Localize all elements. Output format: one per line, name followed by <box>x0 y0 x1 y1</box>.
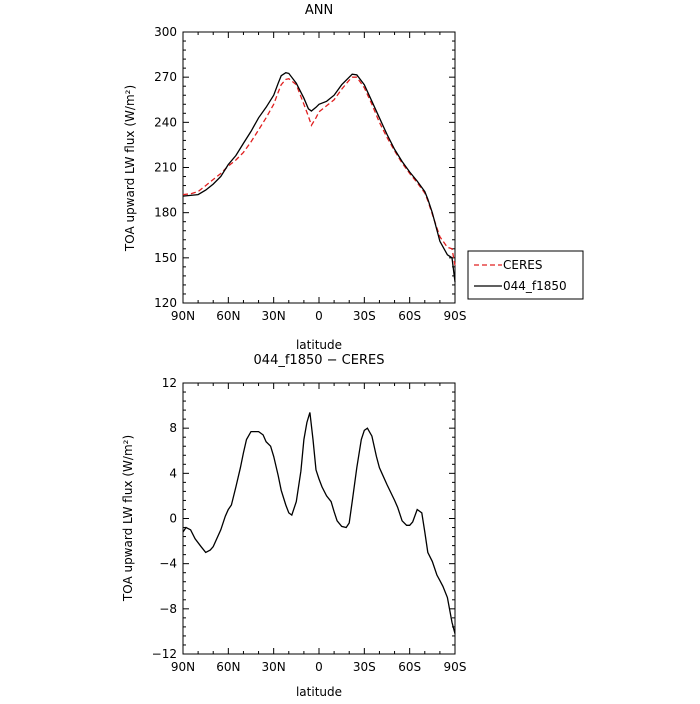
y-tick-label: 12 <box>162 376 177 390</box>
y-tick-label: 240 <box>154 115 177 129</box>
x-tick-label: 0 <box>315 309 323 323</box>
y-tick-label: 120 <box>154 296 177 310</box>
series-lines <box>182 412 456 634</box>
x-tick-label: 0 <box>315 660 323 674</box>
ticks-group: 120 150 180 210 240 270 300 90N 60N 30N 0 30S 60S 90S <box>154 25 466 323</box>
y-tick-label: −12 <box>152 647 177 661</box>
x-tick-label: 90N <box>171 660 195 674</box>
legend-label-044-f1850: 044_f1850 <box>503 279 567 293</box>
y-tick-label: −8 <box>159 602 177 616</box>
chart-title: 044_f1850 − CERES <box>254 353 385 368</box>
x-axis-label: latitude <box>296 685 342 699</box>
y-axis-label: TOA upward LW flux (W/m²) <box>123 85 137 252</box>
series-line-difference <box>182 412 456 634</box>
y-tick-label: 180 <box>154 206 177 220</box>
ticks-group: −12 −8 −4 0 4 8 12 90N 60N 30N 0 30S 60S 90S <box>152 376 467 674</box>
series-line-ceres <box>182 76 456 266</box>
legend-box <box>467 250 584 300</box>
series-lines <box>182 72 456 282</box>
x-tick-label: 60S <box>398 309 421 323</box>
x-tick-label: 60S <box>398 660 421 674</box>
x-tick-label: 30N <box>262 660 286 674</box>
x-tick-label: 60N <box>216 660 240 674</box>
y-tick-label: 4 <box>169 466 177 480</box>
y-tick-label: −4 <box>159 557 177 571</box>
plot-frame <box>182 31 456 304</box>
chart-panel-annual: ANN latitude TOA upward LW flux (W/m²) 1… <box>123 3 584 352</box>
y-tick-label: 0 <box>169 512 177 526</box>
y-tick-label: 150 <box>154 251 177 265</box>
x-tick-label: 90S <box>444 309 467 323</box>
y-tick-label: 270 <box>154 70 177 84</box>
chart-panel-difference: 044_f1850 − CERES latitude TOA upward LW… <box>121 353 466 699</box>
y-axis-label: TOA upward LW flux (W/m²) <box>121 435 135 602</box>
y-tick-label: 8 <box>169 421 177 435</box>
chart-title: ANN <box>305 3 333 18</box>
x-tick-label: 90S <box>444 660 467 674</box>
series-line-044-f1850 <box>182 72 456 282</box>
x-axis-label: latitude <box>296 338 342 352</box>
legend-label-ceres: CERES <box>503 258 543 272</box>
x-tick-label: 30S <box>353 309 376 323</box>
y-tick-label: 300 <box>154 25 177 39</box>
legend: CERES 044_f1850 <box>467 250 584 300</box>
x-tick-label: 30N <box>262 309 286 323</box>
y-tick-label: 210 <box>154 161 177 175</box>
x-tick-label: 30S <box>353 660 376 674</box>
x-tick-label: 60N <box>216 309 240 323</box>
x-tick-label: 90N <box>171 309 195 323</box>
